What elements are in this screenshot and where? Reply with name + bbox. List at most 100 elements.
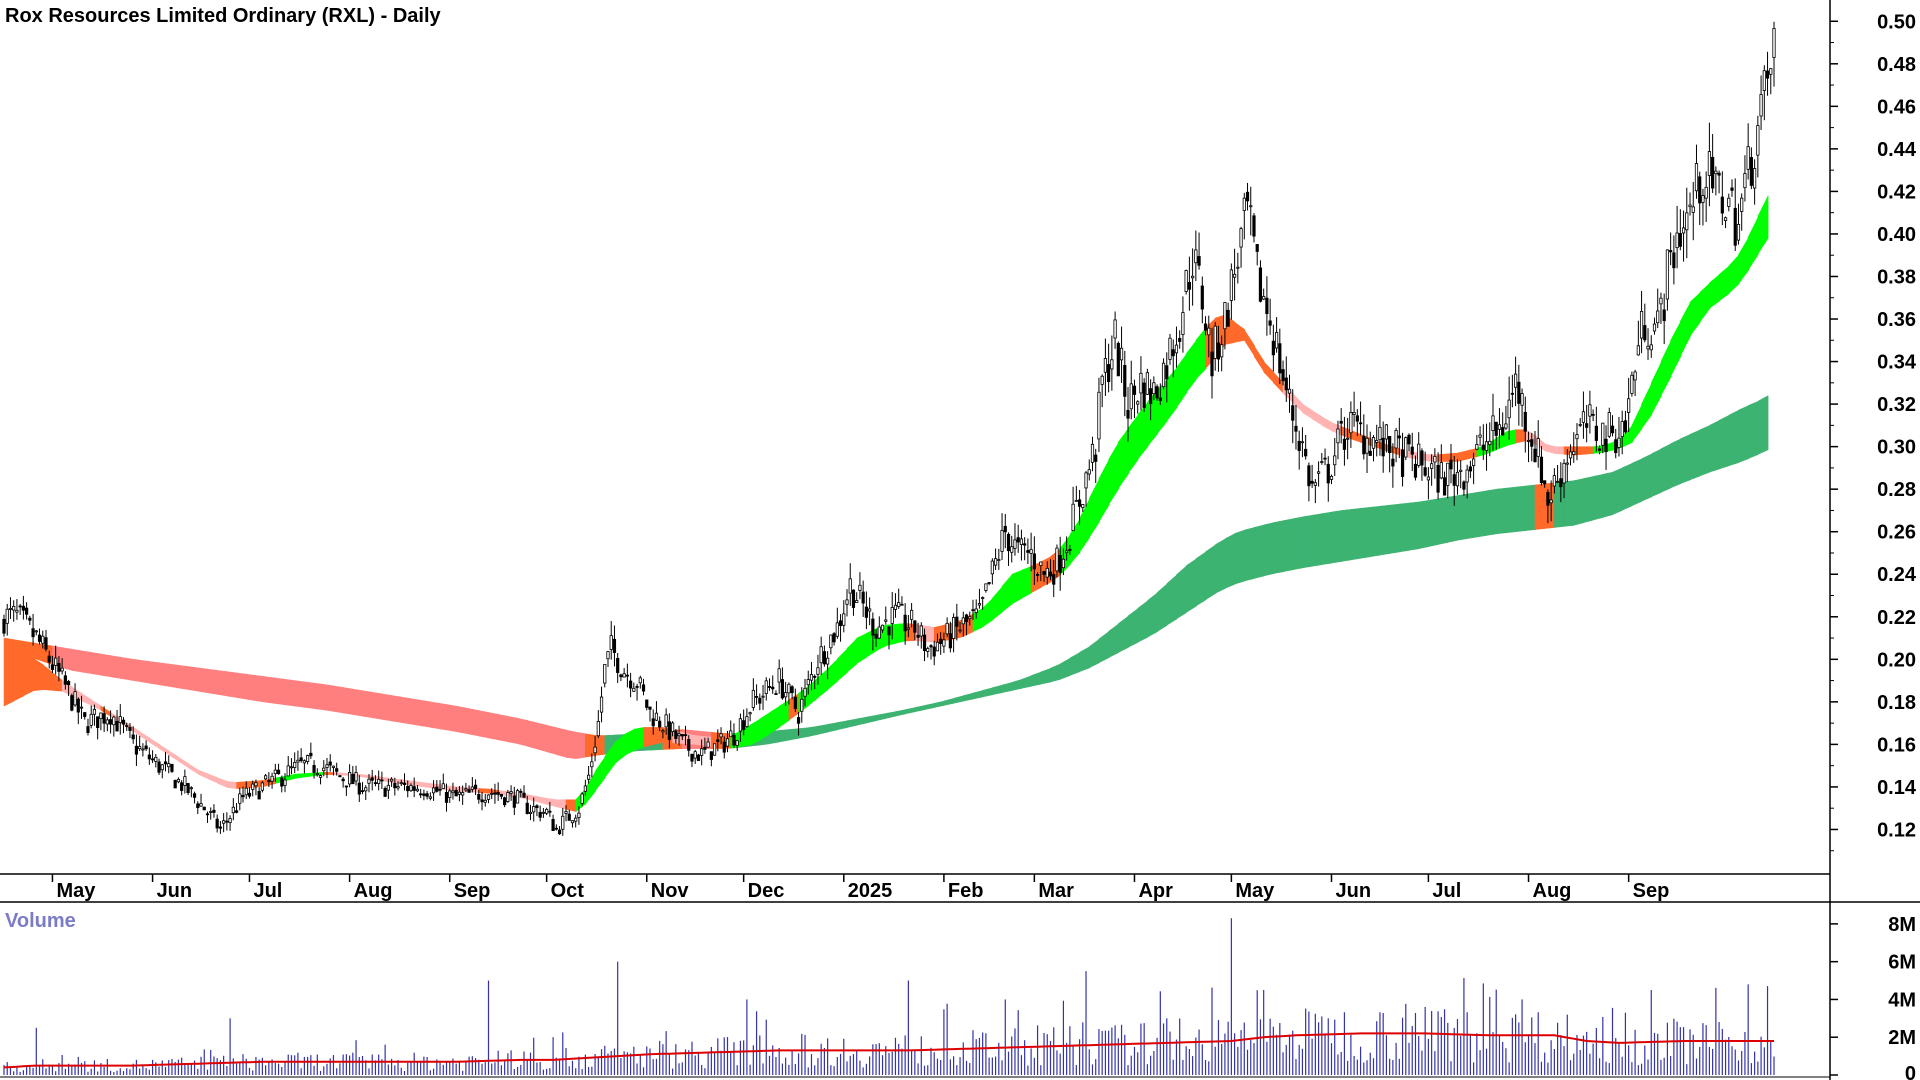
candle-body: [1514, 373, 1518, 388]
candle-body: [913, 620, 917, 633]
price-tick-label: 0.40: [1877, 224, 1916, 246]
candle-body: [1433, 455, 1437, 463]
candle-body: [880, 624, 885, 631]
long-ribbon-segment: [1602, 471, 1614, 518]
long-ribbon-segment: [1680, 433, 1691, 485]
short-ribbon-segment: [1185, 339, 1197, 394]
long-ribbon-segment: [885, 711, 897, 719]
candle-body: [667, 721, 671, 740]
candle-body: [1035, 574, 1040, 576]
candle-body: [935, 641, 940, 652]
candle-body: [629, 680, 633, 689]
candle-body: [1149, 388, 1153, 405]
candle-body: [163, 761, 168, 765]
candle-body: [454, 789, 458, 797]
long-ribbon-segment: [168, 663, 180, 689]
candle-body: [1365, 437, 1369, 454]
price-tick-label: 0.26: [1877, 522, 1916, 544]
short-ribbon-segment: [52, 672, 63, 692]
candle-body: [1274, 332, 1279, 349]
candle-body: [15, 609, 19, 613]
candle-body: [1323, 457, 1327, 460]
candle-body: [1061, 558, 1066, 569]
candle-body: [377, 778, 381, 784]
long-ribbon-segment: [1137, 600, 1149, 643]
candle-body: [1691, 206, 1695, 213]
candle-body: [522, 792, 526, 798]
time-tick-label: Apr: [1138, 880, 1173, 902]
short-ribbon-segment: [197, 769, 209, 780]
candle-body: [483, 799, 487, 803]
long-ribbon-segment: [1486, 488, 1498, 536]
candle-body: [477, 794, 481, 800]
candle-body: [1743, 173, 1747, 189]
short-ribbon-segment: [1176, 353, 1188, 409]
short-ribbon-segment: [168, 750, 180, 762]
candle-body: [1333, 455, 1337, 466]
candle-body: [267, 780, 271, 783]
candle-body: [1523, 411, 1527, 432]
candle-body: [742, 720, 746, 731]
long-ribbon-segment: [817, 724, 829, 735]
long-ribbon-segment: [1040, 667, 1052, 685]
candle-body: [1116, 342, 1120, 377]
short-ribbon-segment: [672, 729, 684, 744]
candle-body: [1636, 345, 1640, 356]
candle-body: [910, 609, 914, 620]
candle-body: [874, 633, 878, 639]
long-ribbon-segment: [1505, 486, 1517, 534]
long-ribbon-segment: [401, 696, 412, 725]
candle-body: [102, 713, 106, 724]
long-ribbon-segment: [1573, 478, 1585, 526]
candle-body: [1171, 349, 1175, 357]
candle-body: [1462, 481, 1466, 490]
long-ribbon-segment: [924, 702, 936, 710]
candle-body: [1517, 381, 1521, 404]
candle-body: [448, 790, 452, 798]
candle-body: [457, 791, 462, 795]
candle-body: [719, 733, 723, 738]
short-ribbon-segment: [149, 737, 160, 750]
candle-body: [1452, 474, 1456, 486]
candle-body: [34, 630, 38, 633]
candle-body: [551, 819, 555, 831]
candle-body: [441, 783, 445, 789]
candle-body: [222, 820, 226, 824]
candle-body: [887, 626, 891, 636]
candle-body: [1756, 125, 1760, 156]
long-ribbon-segment: [1331, 510, 1343, 564]
candle-body: [1472, 458, 1476, 467]
short-ribbon-segment: [769, 705, 781, 735]
short-ribbon-segment: [81, 692, 93, 706]
candle-body: [1400, 449, 1405, 477]
candle-body: [1678, 233, 1682, 247]
candle-body: [128, 726, 132, 731]
candle-body: [364, 787, 368, 792]
candle-body: [1459, 469, 1463, 472]
short-ribbon-segment: [652, 727, 664, 745]
candle-body: [1394, 430, 1398, 449]
candle-body: [1220, 344, 1224, 358]
price-tick-label: 0.28: [1877, 479, 1916, 501]
candle-body: [790, 686, 794, 694]
candle-body: [173, 780, 177, 789]
long-ribbon-segment: [982, 687, 994, 698]
volume-panel-title: Volume: [5, 910, 76, 932]
long-ribbon-segment: [110, 655, 122, 679]
candle-body: [1168, 337, 1172, 360]
candle-body: [1665, 249, 1670, 300]
long-ribbon-segment: [1651, 448, 1662, 498]
candle-body: [1265, 297, 1269, 315]
candle-body: [1526, 440, 1531, 442]
candle-body: [1039, 561, 1043, 566]
candle-body: [1659, 297, 1663, 305]
short-ribbon-segment: [1544, 443, 1556, 454]
candle-body: [548, 810, 552, 813]
candle-body: [115, 720, 119, 732]
short-ribbon-segment: [1699, 282, 1711, 323]
candle-body: [1103, 358, 1108, 373]
candle-body: [444, 791, 449, 803]
candle-body: [1627, 398, 1631, 413]
long-ribbon-segment: [507, 716, 519, 745]
candle-body: [690, 753, 694, 762]
